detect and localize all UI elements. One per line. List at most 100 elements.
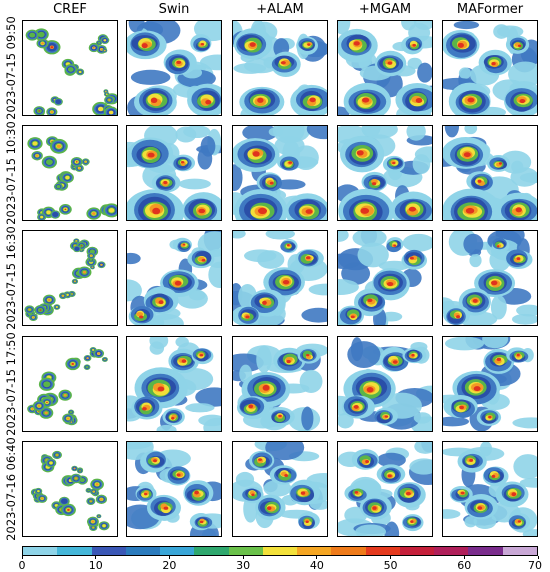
column-title: CREF [53, 2, 87, 17]
echo-cell [91, 520, 95, 523]
echo-cell [32, 141, 38, 146]
echo-contour [386, 282, 394, 287]
echo-contour [199, 520, 204, 524]
echo-cell [40, 215, 44, 219]
echo-cell [100, 498, 103, 501]
echo-contour [460, 491, 465, 495]
echo-cell [75, 240, 78, 242]
echo-area [406, 126, 426, 141]
colorbar-tick [242, 556, 244, 559]
echo-contour [305, 520, 309, 524]
radar-panel [126, 336, 222, 432]
echo-contour [408, 206, 417, 212]
echo-contour [477, 179, 482, 183]
echo-contour [258, 458, 262, 462]
echo-contour [141, 43, 148, 49]
echo-area [412, 154, 431, 174]
echo-area [482, 337, 509, 349]
echo-cell [37, 404, 41, 408]
colorbar-tick [537, 556, 539, 559]
row-label-text: 2023-07-15 17:50 [4, 332, 19, 436]
echo-contour [284, 473, 289, 478]
echo-contour [387, 474, 392, 478]
echo-area [265, 231, 295, 240]
echo-cell [79, 470, 81, 472]
echo-contour [472, 298, 478, 303]
echo-area [350, 337, 363, 362]
colorbar-segment [434, 547, 469, 555]
echo-cell [92, 348, 95, 351]
echo-cell [108, 110, 114, 115]
echo-contour [412, 43, 416, 47]
echo-contour [262, 300, 267, 305]
radar-field [233, 442, 327, 530]
echo-cell [74, 246, 80, 251]
echo-area [200, 136, 216, 157]
radar-panel [232, 336, 328, 432]
echo-contour [491, 474, 496, 478]
radar-panel [337, 230, 433, 326]
echo-cell [98, 515, 100, 517]
colorbar-tick-label: 40 [309, 559, 324, 572]
echo-cell [103, 39, 107, 42]
echo-area [338, 106, 350, 115]
echo-contour [467, 97, 475, 103]
column-title: Swin [158, 2, 190, 17]
radar-panel [337, 125, 433, 221]
echo-contour [174, 280, 182, 286]
echo-area [489, 249, 511, 272]
echo-contour [252, 151, 260, 157]
echo-cell [35, 154, 39, 157]
echo-cell [87, 489, 90, 492]
echo-area [338, 231, 349, 242]
echo-contour [245, 315, 250, 319]
echo-contour [307, 43, 311, 46]
radar-panel [337, 20, 433, 116]
colorbar-segment [23, 547, 58, 555]
echo-cell [49, 461, 53, 465]
row-label: 2023-07-15 10:30 [4, 121, 18, 225]
radar-field [127, 231, 221, 325]
column-title: +MGAM [358, 2, 412, 17]
echo-cell [31, 407, 34, 410]
radar-panel [126, 441, 222, 537]
echo-contour [251, 493, 255, 497]
echo-area [413, 412, 432, 424]
echo-contour [142, 407, 147, 411]
echo-area [357, 242, 389, 268]
radar-panel [126, 20, 222, 116]
radar-field [338, 337, 432, 431]
echo-contour [392, 161, 396, 165]
echo-cell [69, 410, 73, 414]
echo-cell [37, 490, 40, 493]
echo-cell [66, 417, 70, 420]
echo-contour [372, 506, 377, 510]
row-label-text: 2023-07-15 10:30 [4, 121, 19, 225]
echo-area [183, 126, 211, 139]
echo-cell [38, 31, 45, 38]
echo-area [463, 233, 484, 255]
echo-area [242, 126, 278, 142]
echo-contour [257, 97, 264, 103]
echo-area [479, 442, 493, 457]
echo-cell [100, 48, 103, 51]
echo-contour [199, 354, 204, 357]
echo-cell [86, 357, 89, 359]
echo-contour [200, 42, 205, 46]
echo-area [453, 21, 480, 30]
echo-area [338, 279, 359, 295]
echo-area [198, 414, 221, 427]
echo-cell [104, 50, 106, 52]
echo-area [301, 307, 327, 323]
echo-cell [105, 90, 107, 92]
echo-area [409, 458, 432, 475]
echo-area [519, 172, 537, 183]
echo-area [402, 233, 432, 252]
echo-area [490, 295, 507, 320]
echo-contour [367, 298, 373, 303]
colorbar-segment [297, 547, 332, 555]
echo-cell [40, 497, 44, 500]
radar-panel [22, 336, 118, 432]
row-label: 2023-07-15 09:50 [4, 16, 18, 120]
radar-panel [22, 20, 118, 116]
